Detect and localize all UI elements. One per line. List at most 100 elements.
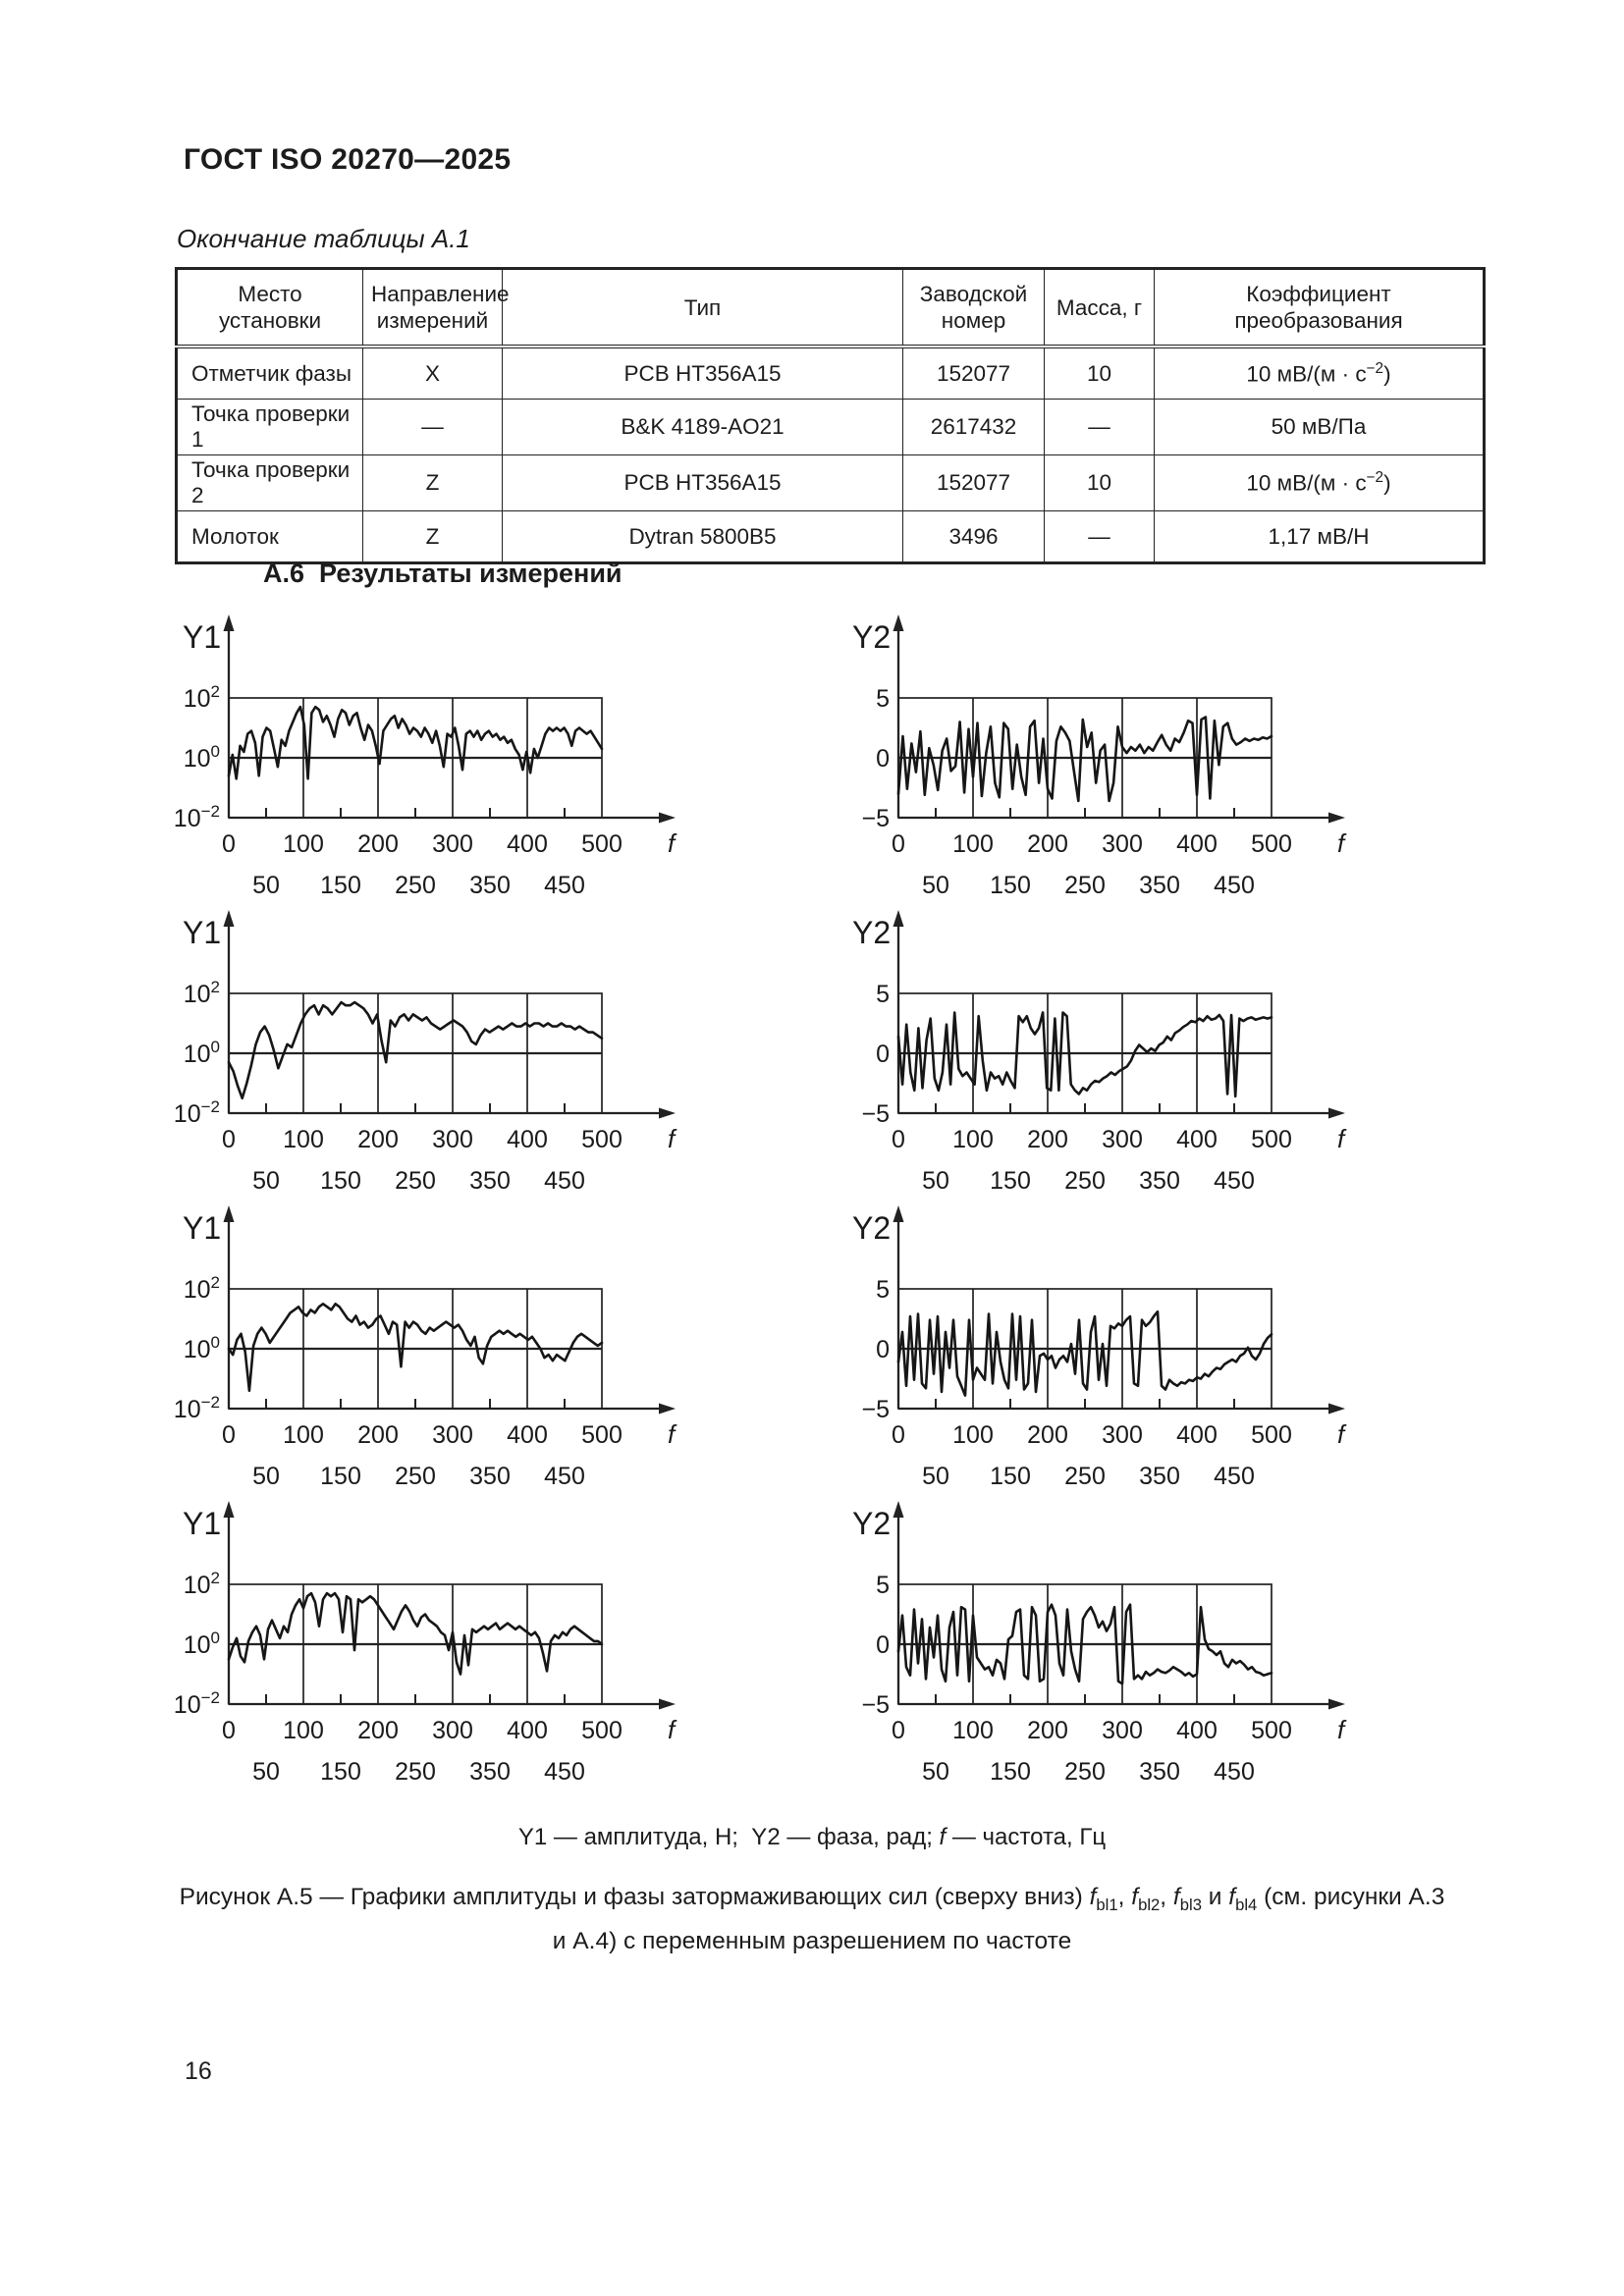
- x-minor-tick-label: 250: [1064, 872, 1106, 899]
- y-tick-label: 5: [876, 981, 890, 1008]
- data-series: [227, 1303, 604, 1392]
- x-minor-tick-label: 150: [320, 1758, 361, 1786]
- x-tick-label: 500: [581, 1126, 623, 1153]
- table-cell: Точка проверки 1: [176, 399, 363, 455]
- x-tick-label: 0: [222, 1717, 236, 1744]
- x-tick-label: 400: [507, 1126, 548, 1153]
- x-minor-tick-label: 50: [922, 1167, 949, 1195]
- x-tick-label: 0: [892, 1421, 905, 1449]
- x-minor-tick-label: 350: [1139, 1167, 1180, 1195]
- table-cell: Z: [362, 454, 503, 511]
- x-axis-label: f: [668, 828, 677, 858]
- data-series: [227, 1000, 604, 1100]
- x-tick-label: 200: [1027, 1126, 1068, 1153]
- table-cell: 3496: [902, 510, 1045, 563]
- table-header-cell: Место установки: [176, 268, 363, 348]
- table-cell: —: [1044, 510, 1155, 563]
- x-minor-tick-label: 150: [320, 1463, 361, 1490]
- table-header-cell: Коэффициент преобразования: [1154, 268, 1485, 348]
- data-series: [896, 1309, 1273, 1397]
- figure-caption-line: и А.4) с переменным разрешением по часто…: [552, 1927, 1072, 1954]
- axis-variable-label: Y2: [852, 1210, 891, 1246]
- chart-fbl4-amplitude: Y1 102 100 10−2 0 100 200 300 400 500 50 150 250 350 4…: [173, 1491, 821, 1786]
- x-minor-tick-label: 450: [544, 872, 585, 899]
- section-heading: А.6 Результаты измерений: [263, 559, 623, 588]
- x-tick-label: 100: [283, 1126, 324, 1153]
- x-minor-tick-label: 450: [1214, 872, 1255, 899]
- x-tick-label: 300: [432, 1421, 473, 1449]
- table-header-cell: Масса, г: [1044, 268, 1155, 348]
- y-tick-label: 5: [876, 685, 890, 713]
- x-minor-tick-label: 150: [990, 1167, 1031, 1195]
- table-row: Молоток Z Dytran 5800B5 3496—1,17 мВ/Н: [176, 510, 1485, 563]
- x-minor-tick-label: 450: [1214, 1463, 1255, 1490]
- chart-fbl4-phase: Y2 5 0 −5 0 100 200 300 400 500 50 150 250 350 450 f: [842, 1491, 1490, 1786]
- axis-variable-label: Y2: [852, 1506, 891, 1541]
- x-minor-tick-label: 150: [990, 1758, 1031, 1786]
- x-minor-tick-label: 450: [1214, 1758, 1255, 1786]
- x-minor-tick-label: 450: [1214, 1167, 1255, 1195]
- x-minor-tick-label: 450: [544, 1167, 585, 1195]
- x-tick-label: 100: [952, 830, 994, 858]
- table-cell: Молоток: [176, 510, 363, 563]
- x-tick-label: 300: [1102, 830, 1143, 858]
- y-tick-label: 102: [184, 978, 220, 1008]
- y-tick-label: 5: [876, 1572, 890, 1599]
- data-series: [227, 1591, 604, 1676]
- x-minor-tick-label: 250: [1064, 1167, 1106, 1195]
- x-tick-label: 500: [581, 1717, 623, 1744]
- x-tick-label: 100: [283, 1421, 324, 1449]
- x-axis-label: f: [668, 1715, 677, 1744]
- table-cell: Отметчик фазы: [176, 346, 363, 400]
- y-tick-label: −5: [861, 1100, 890, 1128]
- x-minor-tick-label: 250: [395, 1167, 436, 1195]
- x-minor-tick-label: 50: [922, 872, 949, 899]
- table-header-cell: Направление измерений: [362, 268, 510, 348]
- axis-variable-label: Y1: [183, 1506, 221, 1541]
- plot-fbl4-amplitude: Y1 102 100 10−20 100 200 300 400 500 50 150 250 350 4…: [174, 1501, 677, 1786]
- y-tick-label: 100: [184, 1629, 220, 1659]
- y-tick-label: 10−2: [174, 1688, 220, 1719]
- y-axis-arrow-icon: [893, 1501, 904, 1518]
- chart-fbl2-amplitude: Y1 102 100 10−2 0 100 200 300 400 500 50 150 250 350 4…: [173, 900, 821, 1195]
- x-tick-label: 200: [1027, 830, 1068, 858]
- x-tick-label: 400: [1176, 1126, 1218, 1153]
- x-axis-arrow-icon: [1328, 812, 1345, 824]
- y-axis-arrow-icon: [223, 910, 235, 927]
- x-axis-arrow-icon: [659, 1107, 676, 1119]
- table-cell: 1,17 мВ/Н: [1154, 510, 1485, 563]
- x-minor-tick-label: 150: [320, 872, 361, 899]
- table-cell: 152077: [902, 454, 1045, 511]
- x-tick-label: 0: [222, 830, 236, 858]
- x-axis-label: f: [1337, 828, 1347, 858]
- x-tick-label: 500: [1251, 1126, 1292, 1153]
- x-tick-label: 0: [222, 1126, 236, 1153]
- x-axis-arrow-icon: [659, 1403, 676, 1415]
- x-minor-tick-label: 350: [469, 1463, 511, 1490]
- x-tick-label: 200: [357, 830, 399, 858]
- x-tick-label: 500: [1251, 1421, 1292, 1449]
- table-cell: 50 мВ/Па: [1154, 399, 1485, 455]
- x-tick-label: 300: [432, 830, 473, 858]
- y-tick-label: 10−2: [174, 1097, 220, 1128]
- table-row: Точка проверки 2 Z PCB HT356A15 152077 10 10 …: [176, 454, 1485, 511]
- y-tick-label: −5: [861, 1396, 890, 1423]
- x-minor-tick-label: 50: [252, 1758, 280, 1786]
- x-tick-label: 100: [952, 1126, 994, 1153]
- equipment-table-body: Отметчик фазы X PCB HT356A15 152077 10 10 мВ/…: [176, 346, 1485, 563]
- table-cell: Z: [362, 510, 503, 563]
- x-tick-label: 300: [1102, 1421, 1143, 1449]
- x-tick-label: 500: [1251, 830, 1292, 858]
- x-minor-tick-label: 50: [252, 1167, 280, 1195]
- x-minor-tick-label: 450: [544, 1758, 585, 1786]
- table-cell: 10: [1044, 346, 1155, 400]
- y-tick-label: 100: [184, 1038, 220, 1068]
- y-axis-arrow-icon: [893, 910, 904, 927]
- x-tick-label: 300: [432, 1126, 473, 1153]
- table-cell: PCB HT356A15: [502, 454, 903, 511]
- y-tick-label: −5: [861, 805, 890, 832]
- table-cell: 10 мВ/(м · с−2): [1154, 346, 1485, 400]
